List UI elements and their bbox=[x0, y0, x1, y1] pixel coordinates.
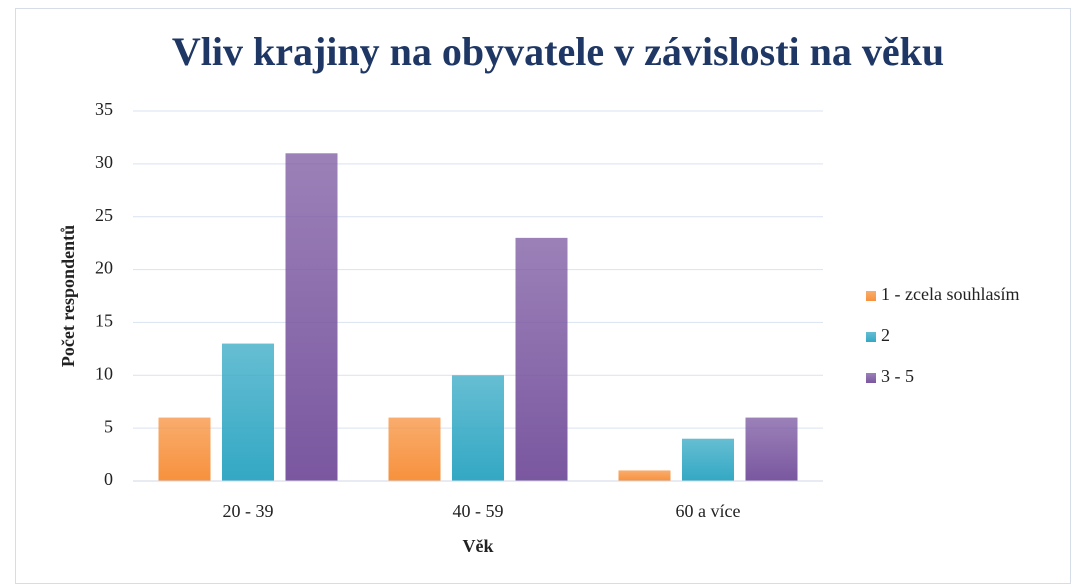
legend-label: 1 - zcela souhlasím bbox=[881, 284, 1019, 304]
bar bbox=[682, 438, 734, 481]
x-tick-label: 40 - 59 bbox=[453, 501, 504, 521]
legend-swatch bbox=[866, 373, 876, 383]
bar bbox=[515, 237, 568, 481]
y-tick-label: 20 bbox=[95, 258, 113, 278]
bar bbox=[388, 417, 441, 481]
bar bbox=[158, 417, 211, 481]
y-tick-label: 35 bbox=[95, 99, 113, 119]
legend-label: 2 bbox=[881, 325, 890, 345]
y-tick-label: 15 bbox=[95, 311, 113, 331]
x-tick-label: 60 a více bbox=[676, 501, 741, 521]
y-tick-label: 25 bbox=[95, 205, 113, 225]
y-tick-label: 30 bbox=[95, 152, 113, 172]
legend-swatch bbox=[866, 332, 876, 342]
legend-swatch bbox=[866, 291, 876, 301]
y-axis-title: Počet respondentů bbox=[58, 225, 78, 367]
bar bbox=[452, 375, 504, 481]
bar bbox=[285, 153, 338, 482]
y-tick-label: 5 bbox=[104, 416, 113, 436]
x-axis-title: Věk bbox=[463, 536, 494, 556]
bar bbox=[222, 343, 274, 481]
y-tick-label: 0 bbox=[104, 469, 113, 489]
bar bbox=[745, 417, 798, 481]
x-tick-label: 20 - 39 bbox=[223, 501, 274, 521]
bar bbox=[618, 470, 671, 481]
chart-title: Vliv krajiny na obyvatele v závislosti n… bbox=[172, 29, 944, 74]
legend-label: 3 - 5 bbox=[881, 366, 914, 386]
y-tick-label: 10 bbox=[95, 363, 113, 383]
